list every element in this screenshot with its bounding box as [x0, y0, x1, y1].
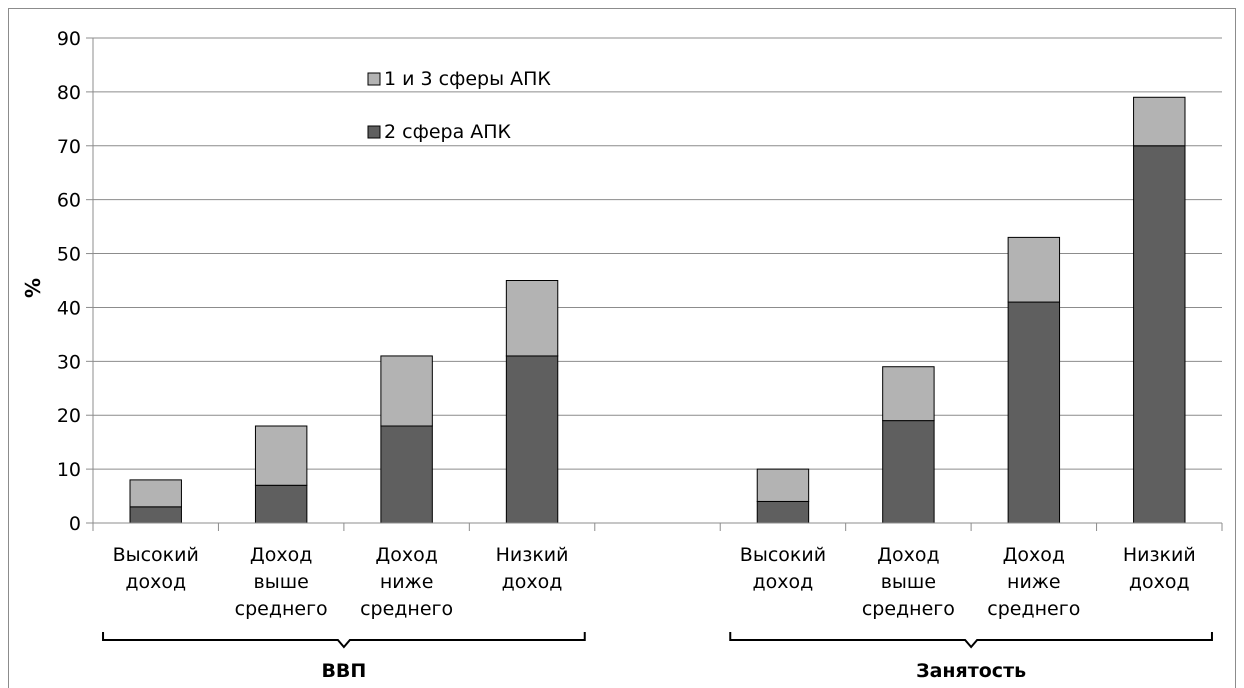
y-tick-label-60: 60 [57, 190, 81, 212]
bar-0-2-s0 [380, 425, 433, 524]
y-tick-label-0: 0 [69, 513, 81, 535]
category-label-1-3-1: доход [1129, 571, 1190, 593]
category-label-1-1-1: выше [881, 571, 936, 593]
bar-0-1-s0 [254, 484, 308, 524]
legend-label-1: 2 сфера АПК [384, 121, 512, 143]
legend-swatch-1 [367, 125, 381, 139]
y-tick-label-50: 50 [57, 244, 81, 266]
y-tick-label-40: 40 [57, 297, 81, 319]
category-label-0-2-1: ниже [380, 571, 434, 593]
legend: 1 и 3 сферы АПК 2 сфера АПК [367, 68, 551, 143]
y-tick-label-20: 20 [57, 405, 81, 427]
bar-0-0-s0 [129, 506, 182, 524]
y-tick-label-70: 70 [57, 136, 81, 158]
category-label-0-3-1: доход [502, 571, 563, 593]
y-axis-label: % [21, 278, 45, 298]
y-tick-label-90: 90 [57, 28, 81, 50]
y-axis-ticks: 0 10 20 30 40 50 60 70 80 90 [57, 28, 93, 535]
y-tick-label-30: 30 [57, 351, 81, 373]
bars [129, 96, 1186, 524]
axes [92, 38, 1223, 531]
bar-1-3-s1 [1133, 96, 1186, 147]
category-label-0-0-1: доход [125, 571, 186, 593]
legend-swatch-0 [367, 72, 381, 86]
group-label-0: ВВП [321, 660, 366, 682]
category-label-1-1-0: Доход [877, 544, 939, 566]
bar-1-1-s1 [882, 366, 935, 422]
chart-frame [8, 8, 1236, 688]
bar-1-0-s1 [756, 468, 810, 502]
category-label-0-1-1: выше [254, 571, 309, 593]
category-label-1-2-2: среднего [987, 598, 1080, 620]
bar-1-3-s0 [1133, 145, 1186, 524]
category-labels: Высокий доход Доход выше среднего Доход ниже ср… [113, 544, 1196, 620]
category-label-0-3-0: Низкий [496, 544, 569, 566]
category-label-0-1-0: Доход [250, 544, 312, 566]
y-tick-label-80: 80 [57, 82, 81, 104]
bar-0-3-s0 [505, 355, 559, 524]
bar-0-1-s1 [254, 425, 308, 486]
bar-1-0-s0 [756, 500, 810, 524]
category-label-1-0-0: Высокий [740, 544, 826, 566]
bar-0-3-s1 [505, 280, 559, 357]
y-tick-label-10: 10 [57, 459, 81, 481]
group-brace-0 [102, 632, 586, 649]
bar-1-2-s0 [1007, 301, 1061, 524]
group-label-1: Занятость [916, 660, 1026, 682]
category-label-1-2-0: Доход [1003, 544, 1065, 566]
category-label-1-0-1: доход [753, 571, 814, 593]
category-label-0-1-2: среднего [235, 598, 328, 620]
category-label-0-2-0: Доход [375, 544, 437, 566]
category-label-1-1-2: среднего [862, 598, 955, 620]
bar-0-2-s1 [380, 355, 433, 427]
category-label-1-3-0: Низкий [1123, 544, 1196, 566]
category-label-1-2-1: ниже [1007, 571, 1061, 593]
bar-1-2-s1 [1007, 236, 1061, 303]
category-label-0-2-2: среднего [360, 598, 453, 620]
bar-1-1-s0 [882, 420, 935, 524]
legend-label-0: 1 и 3 сферы АПК [384, 68, 551, 90]
group-brace-1 [729, 632, 1213, 649]
bar-0-0-s1 [129, 479, 182, 508]
group-braces: ВВП Занятость [102, 632, 1213, 682]
category-label-0-0-0: Высокий [113, 544, 199, 566]
